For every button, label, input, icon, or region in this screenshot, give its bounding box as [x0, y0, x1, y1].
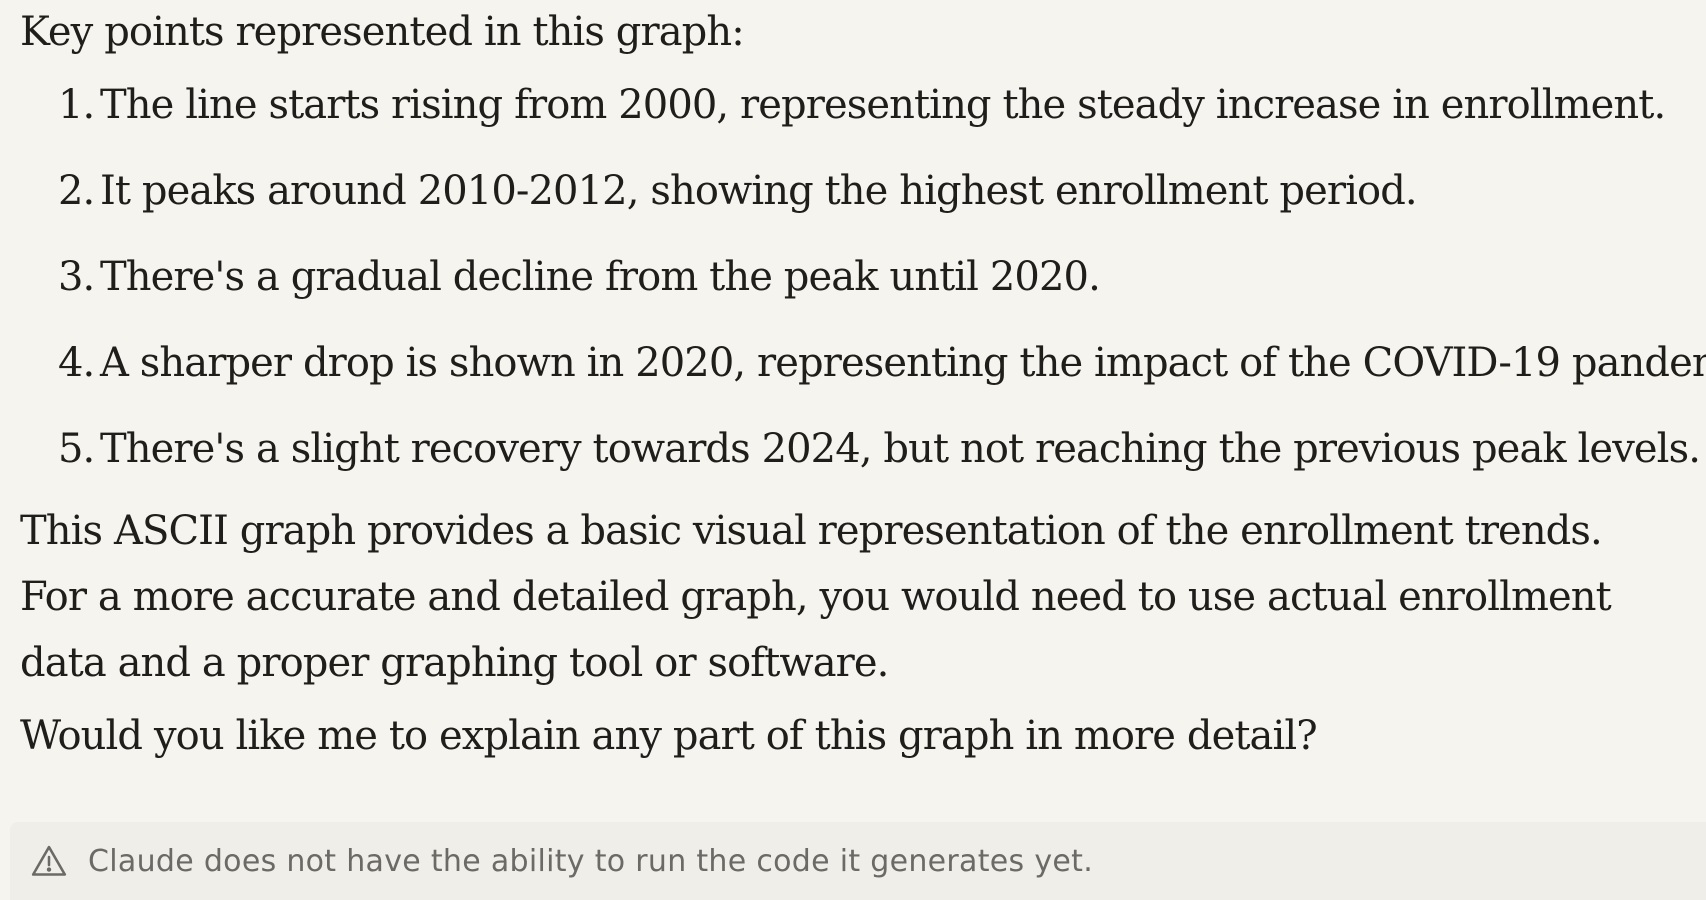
- list-item-text: The line starts rising from 2000, repres…: [100, 82, 1666, 128]
- assistant-message: Key points represented in this graph: 1.…: [20, 0, 1706, 766]
- list-item: 3. There's a gradual decline from the pea…: [58, 234, 1680, 320]
- summary-paragraph: This ASCII graph provides a basic visual…: [20, 508, 1612, 686]
- list-item: 5. There's a slight recovery towards 2024…: [58, 406, 1701, 492]
- list-item-number: 4.: [58, 340, 95, 386]
- notice-text: Claude does not have the ability to run …: [88, 843, 1094, 879]
- list-item: 2. It peaks around 2010-2012, showing the…: [58, 148, 1680, 234]
- list-item: 4. A sharper drop is shown in 2020, repre…: [58, 320, 1706, 406]
- list-item-number: 1.: [58, 82, 95, 128]
- follow-up-question: Would you like me to explain any part of…: [20, 713, 1318, 759]
- intro-text: Key points represented in this graph:: [20, 9, 745, 55]
- list-item: 1. The line starts rising from 2000, repr…: [58, 62, 1680, 148]
- list-item-number: 5.: [58, 426, 95, 472]
- list-item-number: 3.: [58, 254, 95, 300]
- code-execution-notice: Claude does not have the ability to run …: [10, 822, 1706, 900]
- list-item-text: There's a gradual decline from the peak …: [100, 254, 1101, 300]
- list-item-text: A sharper drop is shown in 2020, represe…: [100, 340, 1706, 386]
- key-points-list: 1. The line starts rising from 2000, repr…: [20, 62, 1706, 492]
- warning-triangle-icon: [30, 842, 68, 880]
- list-item-text: There's a slight recovery towards 2024, …: [100, 426, 1701, 472]
- list-item-number: 2.: [58, 168, 95, 214]
- list-item-text: It peaks around 2010-2012, showing the h…: [100, 168, 1418, 214]
